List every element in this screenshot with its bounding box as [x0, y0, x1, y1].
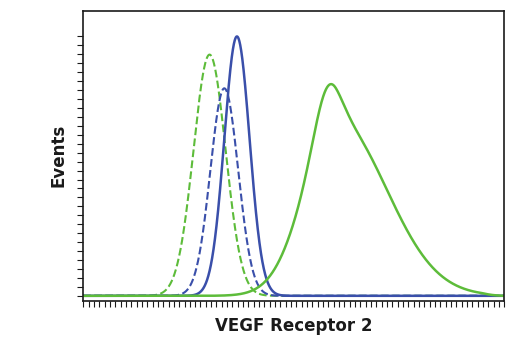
Y-axis label: Events: Events [49, 124, 68, 187]
X-axis label: VEGF Receptor 2: VEGF Receptor 2 [215, 317, 372, 335]
